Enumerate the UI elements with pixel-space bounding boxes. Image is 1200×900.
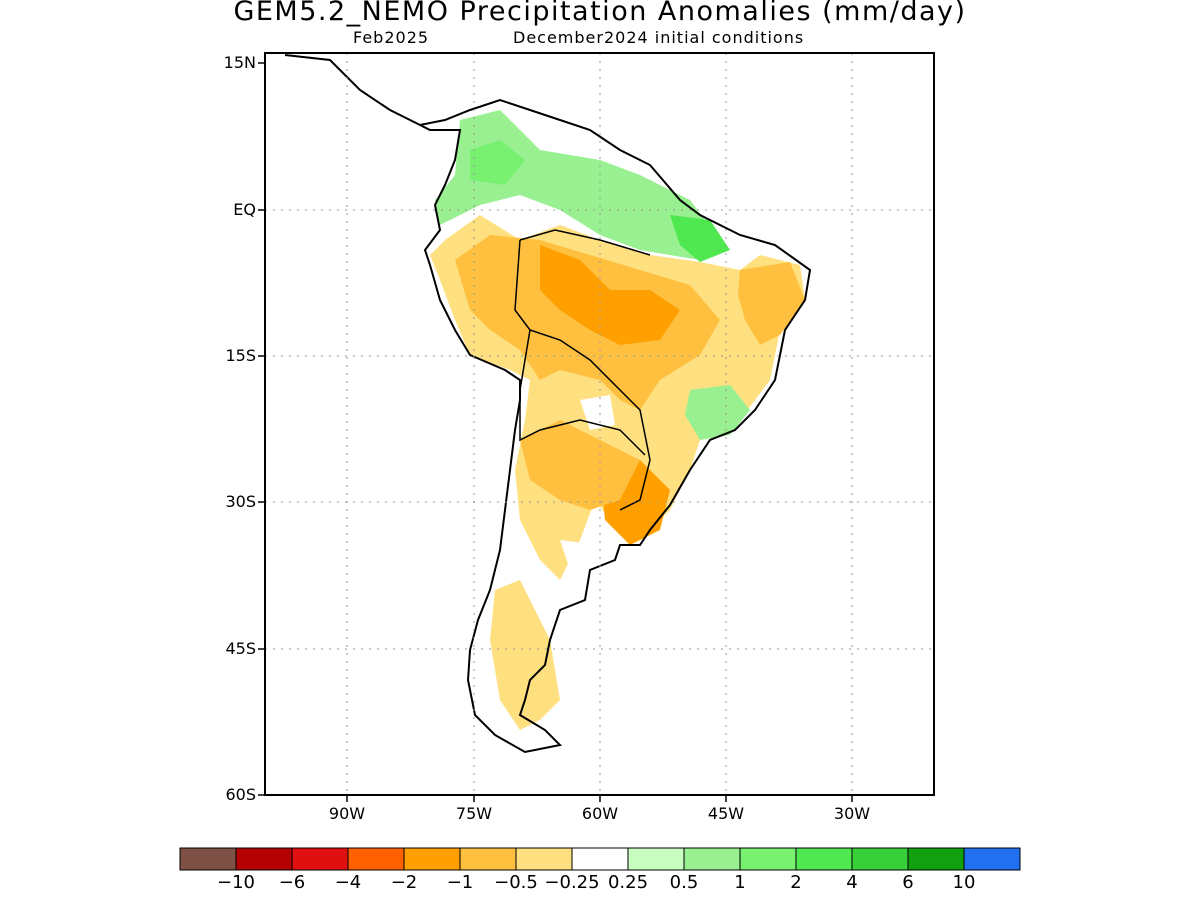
- colorbar-label: −10: [217, 872, 255, 893]
- colorbar-label: 2: [790, 872, 802, 893]
- colorbar-label: 4: [846, 872, 858, 893]
- colorbar-swatch: [739, 847, 797, 871]
- colorbar-label: −6: [278, 872, 306, 893]
- dry-anomaly-patagonia: [490, 580, 560, 730]
- axis-ticks: [258, 62, 853, 802]
- lat-label-60s: 60S: [225, 785, 256, 804]
- colorbar-swatch: [403, 847, 461, 871]
- colorbar-label: 1: [734, 872, 746, 893]
- colorbar-swatch: [347, 847, 405, 871]
- colorbar-label: 0.5: [669, 872, 699, 893]
- colorbar-label: −1: [446, 872, 474, 893]
- wet-anomaly-colombia-core: [470, 140, 525, 185]
- colorbar-label: 0.25: [607, 872, 649, 893]
- lat-label-45s: 45S: [225, 639, 256, 658]
- lat-label-15s: 15S: [225, 346, 256, 365]
- anomaly-shading: [430, 110, 805, 730]
- colorbar-swatch: [179, 847, 237, 871]
- south-america-coastline: [284, 54, 812, 754]
- map-title: GEM5.2_NEMO Precipitation Anomalies (mm/…: [233, 0, 967, 27]
- country-borders: [514, 229, 651, 511]
- colorbar-swatch: [291, 847, 349, 871]
- neutral-bolivia: [580, 395, 615, 430]
- coastlines: [284, 54, 812, 754]
- colorbar-swatch: [571, 847, 629, 871]
- colorbar-swatch: [459, 847, 517, 871]
- dry-anomaly-north-argentina: [520, 420, 640, 510]
- colorbar-label: 10: [952, 872, 976, 893]
- colorbar-swatch: [683, 847, 741, 871]
- lon-label-60w: 60W: [581, 804, 619, 823]
- colorbar-swatch: [235, 847, 293, 871]
- wet-anomaly-amazon-mouth: [670, 215, 730, 262]
- dry-anomaly-core: [540, 245, 680, 345]
- lon-label-30w: 30W: [833, 804, 871, 823]
- colorbar-swatch: [627, 847, 685, 871]
- forecast-month: Feb2025: [353, 28, 430, 47]
- colorbar-label: 6: [902, 872, 914, 893]
- initial-conditions: December2024 initial conditions: [513, 28, 805, 47]
- colorbar-swatch: [851, 847, 909, 871]
- colorbar-swatch: [795, 847, 853, 871]
- colorbar-label: −0.5: [494, 872, 538, 893]
- lat-label-15n: 15N: [223, 53, 256, 72]
- lat-label-30s: 30S: [225, 492, 256, 511]
- lon-label-90w: 90W: [328, 804, 366, 823]
- lat-label-eq: EQ: [233, 200, 256, 219]
- colorbar-swatch: [515, 847, 573, 871]
- colorbar-swatch: [907, 847, 965, 871]
- neutral-patagonia: [560, 540, 620, 590]
- lon-label-75w: 75W: [455, 804, 493, 823]
- colorbar-label: −2: [390, 872, 418, 893]
- dry-anomaly-northeast: [738, 262, 805, 345]
- colorbar-swatch: [963, 847, 1021, 871]
- lon-label-45w: 45W: [707, 804, 745, 823]
- wet-anomaly-southeast-brazil: [685, 385, 750, 440]
- colorbar: [179, 847, 1021, 871]
- colorbar-label: −4: [334, 872, 362, 893]
- colorbar-label: −0.25: [544, 872, 600, 893]
